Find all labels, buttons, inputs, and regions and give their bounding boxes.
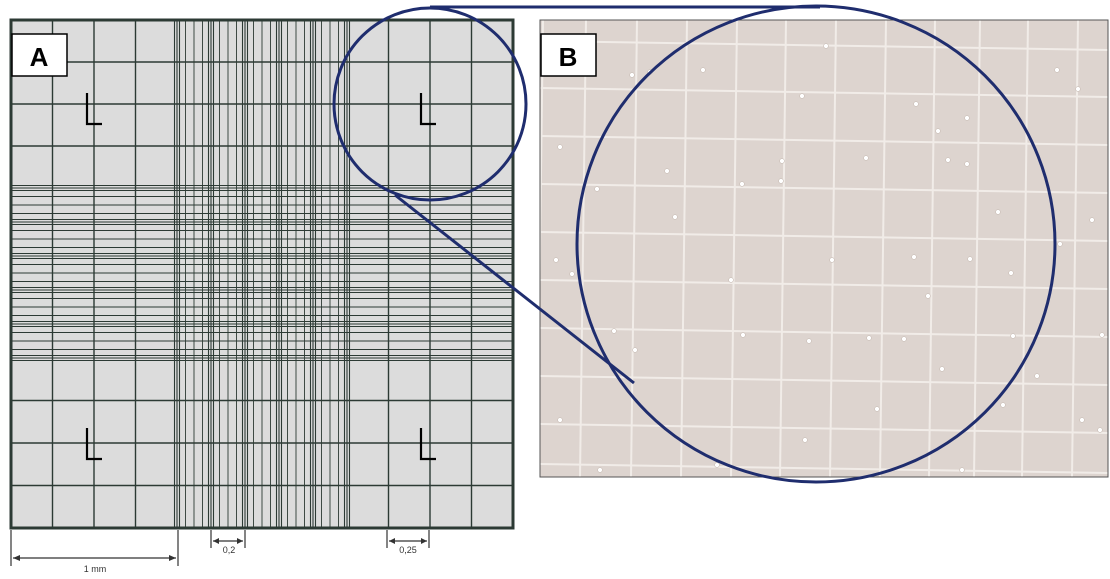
micrograph-panel [537,20,1108,477]
cell [914,102,919,107]
hemocytometer-grid [11,20,513,528]
cell [965,162,970,167]
cell [779,179,784,184]
cell [830,258,835,263]
cell [701,68,706,73]
cell [996,210,1001,215]
cell [824,44,829,49]
cell [1090,218,1095,223]
cell [1035,374,1040,379]
panel-label-b: B [541,34,596,76]
cell [633,348,638,353]
scale-bar-small-square: 0,2 [211,530,245,555]
cell [936,129,941,134]
cell [1011,334,1016,339]
cell [1058,242,1063,247]
cell [740,182,745,187]
cell [1001,403,1006,408]
cell [612,329,617,334]
cell [1009,271,1014,276]
cell [946,158,951,163]
scale-label-corner-square: 0,25 [399,545,417,555]
scale-label-small-square: 0,2 [223,545,236,555]
cell [558,145,563,150]
scale-label-1mm: 1 mm [84,564,107,574]
scale-bar-1mm: 1 mm [11,530,178,574]
cell [1080,418,1085,423]
cell [875,407,880,412]
cell [673,215,678,220]
cell [867,336,872,341]
cell [741,333,746,338]
panel-label-a-text: A [30,42,49,72]
cell [926,294,931,299]
cell [803,438,808,443]
cell [902,337,907,342]
cell [570,272,575,277]
cell [940,367,945,372]
cell [1098,428,1103,433]
cell [807,339,812,344]
cell [558,418,563,423]
cell [800,94,805,99]
cell [912,255,917,260]
scale-bar-corner-square: 0,25 [387,530,429,555]
cell [1100,333,1105,338]
cell [729,278,734,283]
cell [1076,87,1081,92]
panel-label-b-text: B [559,42,578,72]
cell [715,463,720,468]
cell [630,73,635,78]
cell [1055,68,1060,73]
panel-label-a: A [12,34,67,76]
cell [960,468,965,473]
cell [864,156,869,161]
cell [665,169,670,174]
cell [554,258,559,263]
cell [968,257,973,262]
cell [595,187,600,192]
cell [780,159,785,164]
cell [598,468,603,473]
cell [965,116,970,121]
